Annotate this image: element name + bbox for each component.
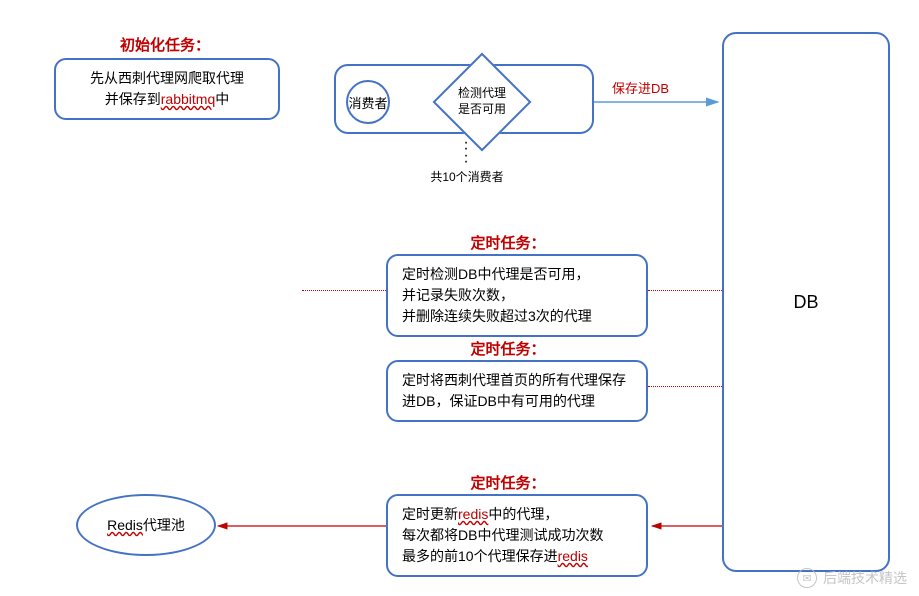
wechat-icon: ✉ xyxy=(797,568,817,588)
rabbitmq-text: rabbitmq xyxy=(161,91,215,107)
redis-text-1: redis xyxy=(458,506,488,522)
db-label: DB xyxy=(793,292,818,313)
task2-line-right xyxy=(648,386,722,387)
task3-line2: 每次都将DB中代理测试成功次数 xyxy=(402,525,632,546)
consumer-label: 消费者 xyxy=(348,93,387,112)
decision-text: 检测代理 是否可用 xyxy=(458,86,506,117)
arrow-save-db xyxy=(594,96,724,110)
task1-line2: 并记录失败次数， xyxy=(402,285,632,306)
arrow-task3-to-redis xyxy=(214,520,388,534)
consumer-circle: 消费者 xyxy=(346,80,390,124)
task1-box: 定时检测DB中代理是否可用， 并记录失败次数， 并删除连续失败超过3次的代理 xyxy=(386,254,648,337)
db-box: DB xyxy=(722,32,890,572)
redis-pool-ellipse: Redis代理池 xyxy=(76,494,216,556)
consumer-dots: · · · · xyxy=(456,140,476,166)
init-line1: 先从西刺代理网爬取代理 xyxy=(70,68,264,89)
redis-text-2: redis xyxy=(558,548,588,564)
task3-box: 定时更新redis中的代理， 每次都将DB中代理测试成功次数 最多的前10个代理… xyxy=(386,494,648,577)
init-task-box: 先从西刺代理网爬取代理 并保存到rabbitmq中 xyxy=(54,58,280,120)
task3-title: 定时任务： xyxy=(448,472,568,493)
task1-line1: 定时检测DB中代理是否可用， xyxy=(402,264,632,285)
watermark: ✉ 后端技术精选 xyxy=(797,568,907,588)
init-line2: 并保存到rabbitmq中 xyxy=(70,89,264,110)
arrow-db-to-task3 xyxy=(648,520,724,534)
task2-title: 定时任务： xyxy=(448,338,568,359)
task1-title: 定时任务： xyxy=(448,232,568,253)
decision-diamond: 检测代理 是否可用 xyxy=(432,52,532,152)
watermark-text: 后端技术精选 xyxy=(823,568,907,588)
init-task-title: 初始化任务： xyxy=(95,34,235,55)
task3-line1: 定时更新redis中的代理， xyxy=(402,504,632,525)
task2-box: 定时将西刺代理首页的所有代理保存 进DB，保证DB中有可用的代理 xyxy=(386,360,648,422)
task2-line1: 定时将西刺代理首页的所有代理保存 xyxy=(402,370,632,391)
redis-pool-label: Redis代理池 xyxy=(107,515,185,535)
task3-line3: 最多的前10个代理保存进redis xyxy=(402,546,632,567)
task2-line2: 进DB，保证DB中有可用的代理 xyxy=(402,391,632,412)
task1-line-right xyxy=(648,290,722,291)
arrow-save-db-label: 保存进DB xyxy=(612,78,669,97)
consumer-count-label: 共10个消费者 xyxy=(412,168,522,185)
task1-line3: 并删除连续失败超过3次的代理 xyxy=(402,306,632,327)
task1-line-left xyxy=(302,290,386,291)
